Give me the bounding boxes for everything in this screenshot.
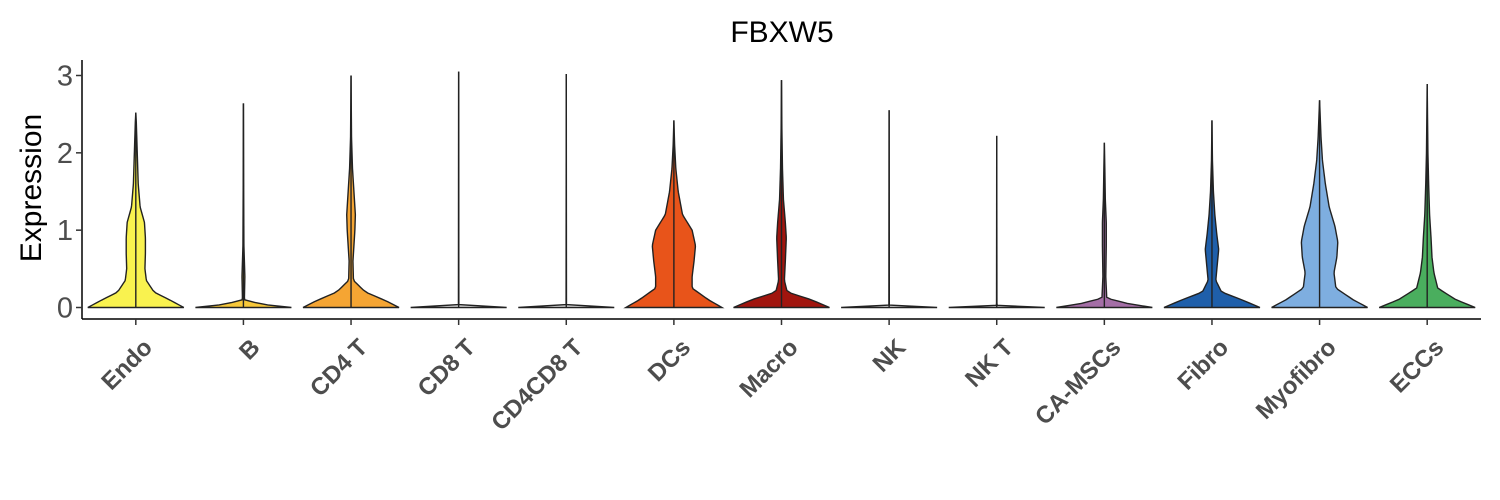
x-tick-label-b: B [234, 334, 265, 365]
y-tick-label: 3 [57, 61, 73, 93]
y-tick-label: 2 [57, 138, 73, 170]
x-ticks-group: Endo B CD4 T CD8 T CD4CD8 T DCs Macro NK NK T CA-… [96, 319, 1449, 436]
x-tick-label-dcs: DCs [643, 334, 696, 387]
x-tick-label-macro: Macro [735, 334, 804, 403]
x-tick-label-cd4-t: CD4 T [305, 334, 373, 402]
x-tick-label-eccs: ECCs [1385, 334, 1449, 398]
x-tick-label-ca-mscs: CA-MSCs [1030, 334, 1126, 430]
x-tick-label-fibro: Fibro [1173, 334, 1235, 396]
y-ticks-group: 0 1 2 3 [57, 61, 82, 325]
x-tick-label-nk: NK [868, 334, 912, 378]
x-tick-label-myofibro: Myofibro [1251, 334, 1342, 425]
x-tick-label-cd4cd8-t: CD4CD8 T [486, 334, 588, 436]
violins-group [87, 71, 1476, 309]
x-tick-label-cd8-t: CD8 T [413, 334, 481, 402]
y-tick-label: 1 [57, 215, 73, 247]
x-tick-label-nk-t: NK T [960, 334, 1019, 393]
y-axis-label: Expression [15, 114, 48, 262]
y-tick-label: 0 [57, 293, 73, 325]
chart-title: FBXW5 [730, 16, 833, 49]
x-tick-label-endo: Endo [96, 334, 158, 396]
